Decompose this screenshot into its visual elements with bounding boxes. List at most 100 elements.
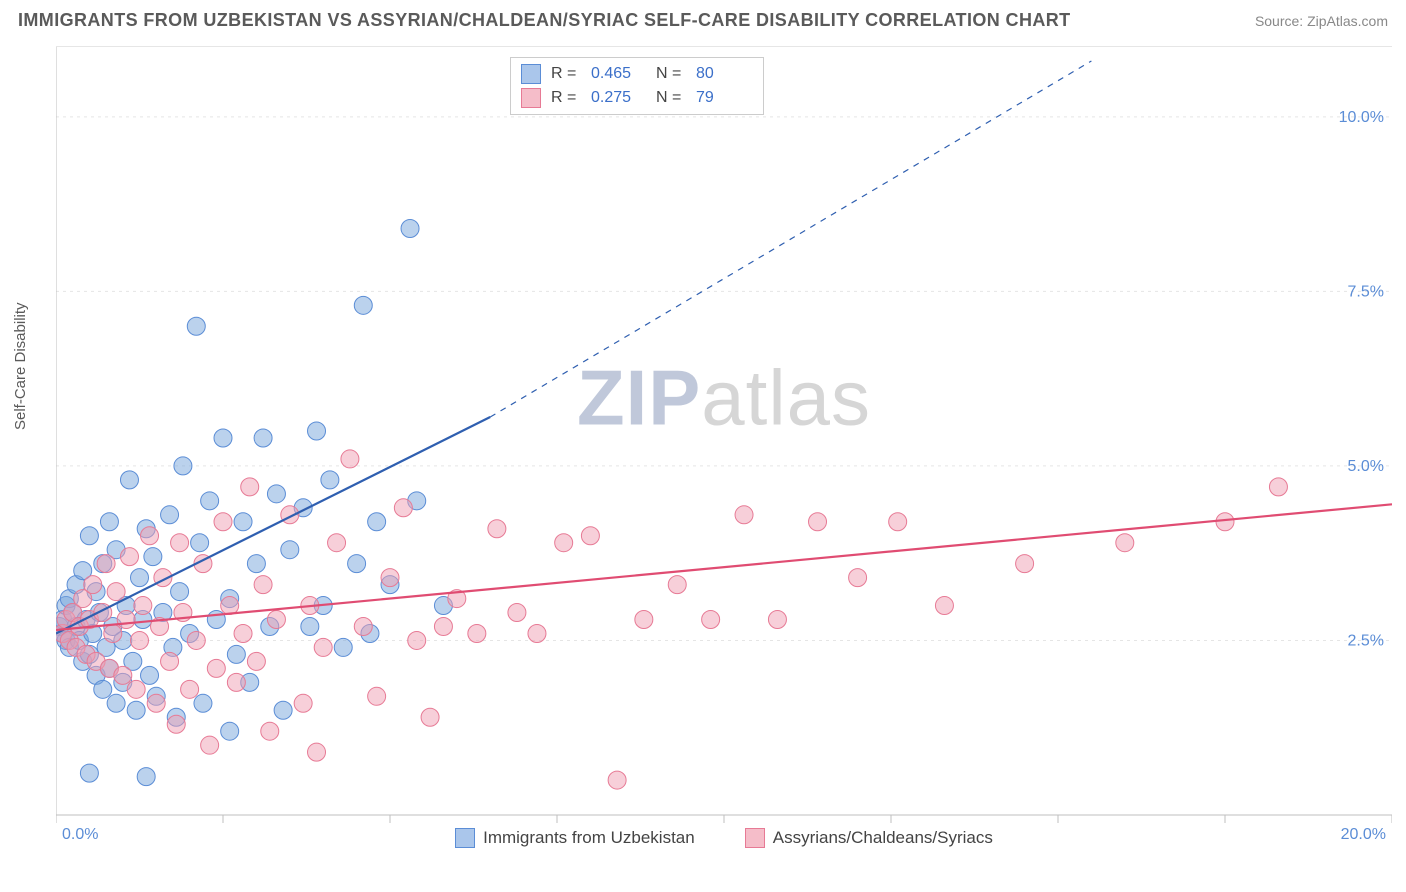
data-point <box>768 611 786 629</box>
data-point <box>221 597 239 615</box>
data-point <box>141 527 159 545</box>
data-point <box>161 506 179 524</box>
data-point <box>120 471 138 489</box>
data-point <box>227 645 245 663</box>
y-tick-label: 10.0% <box>1339 109 1384 126</box>
data-point <box>668 576 686 594</box>
data-point <box>167 715 185 733</box>
data-point <box>114 666 132 684</box>
data-point <box>348 555 366 573</box>
data-point <box>809 513 827 531</box>
source-attribution: Source: ZipAtlas.com <box>1255 13 1388 29</box>
data-point <box>394 499 412 517</box>
data-point <box>301 617 319 635</box>
data-point <box>84 576 102 594</box>
data-point <box>227 673 245 691</box>
data-point <box>334 638 352 656</box>
data-point <box>1216 513 1234 531</box>
series-legend: Immigrants from Uzbekistan Assyrians/Chal… <box>56 828 1392 848</box>
data-point <box>581 527 599 545</box>
stats-legend-row: R =0.275N =79 <box>521 86 751 110</box>
data-point <box>134 597 152 615</box>
legend-swatch <box>521 88 541 108</box>
data-point <box>131 631 149 649</box>
data-point <box>314 638 332 656</box>
legend-swatch <box>745 828 765 848</box>
data-point <box>247 555 265 573</box>
data-point <box>80 764 98 782</box>
data-point <box>144 548 162 566</box>
data-point <box>174 457 192 475</box>
data-point <box>608 771 626 789</box>
data-point <box>261 722 279 740</box>
data-point <box>247 652 265 670</box>
r-label: R = <box>551 89 581 107</box>
data-point <box>171 534 189 552</box>
data-point <box>214 429 232 447</box>
y-tick-label: 2.5% <box>1348 632 1384 649</box>
data-point <box>354 296 372 314</box>
data-point <box>100 513 118 531</box>
data-point <box>1116 534 1134 552</box>
data-point <box>321 471 339 489</box>
data-point <box>221 722 239 740</box>
data-point <box>408 631 426 649</box>
data-point <box>187 317 205 335</box>
n-value: 80 <box>696 65 751 83</box>
data-point <box>117 611 135 629</box>
data-point <box>137 768 155 786</box>
data-point <box>401 220 419 238</box>
data-point <box>294 694 312 712</box>
data-point <box>1016 555 1034 573</box>
legend-label: Assyrians/Chaldeans/Syriacs <box>773 828 993 848</box>
data-point <box>354 617 372 635</box>
data-point <box>141 666 159 684</box>
chart-title: IMMIGRANTS FROM UZBEKISTAN VS ASSYRIAN/C… <box>18 10 1071 31</box>
legend-swatch <box>455 828 475 848</box>
data-point <box>341 450 359 468</box>
data-point <box>194 694 212 712</box>
r-label: R = <box>551 65 581 83</box>
data-point <box>889 513 907 531</box>
trend-line <box>56 417 490 633</box>
data-point <box>281 541 299 559</box>
data-point <box>468 624 486 642</box>
data-point <box>80 527 98 545</box>
data-point <box>267 611 285 629</box>
data-point <box>171 583 189 601</box>
n-label: N = <box>656 65 686 83</box>
data-point <box>635 611 653 629</box>
data-point <box>735 506 753 524</box>
data-point <box>187 631 205 649</box>
legend-item: Assyrians/Chaldeans/Syriacs <box>745 828 993 848</box>
chart-area: 2.5%5.0%7.5%10.0%0.0%20.0% ZIPatlas R =0… <box>56 46 1392 844</box>
y-axis-label: Self-Care Disability <box>12 302 29 430</box>
stats-legend: R =0.465N =80R =0.275N =79 <box>510 57 764 115</box>
data-point <box>241 478 259 496</box>
data-point <box>161 652 179 670</box>
legend-label: Immigrants from Uzbekistan <box>483 828 695 848</box>
data-point <box>368 687 386 705</box>
data-point <box>97 555 115 573</box>
legend-swatch <box>521 64 541 84</box>
data-point <box>328 534 346 552</box>
y-tick-label: 7.5% <box>1348 283 1384 300</box>
data-point <box>107 583 125 601</box>
data-point <box>234 624 252 642</box>
data-point <box>147 694 165 712</box>
n-label: N = <box>656 89 686 107</box>
data-point <box>254 429 272 447</box>
data-point <box>935 597 953 615</box>
data-point <box>201 492 219 510</box>
legend-item: Immigrants from Uzbekistan <box>455 828 695 848</box>
n-value: 79 <box>696 89 751 107</box>
data-point <box>234 513 252 531</box>
data-point <box>131 569 149 587</box>
scatter-plot: 2.5%5.0%7.5%10.0%0.0%20.0% <box>56 47 1392 845</box>
data-point <box>94 680 112 698</box>
data-point <box>201 736 219 754</box>
data-point <box>107 694 125 712</box>
stats-legend-row: R =0.465N =80 <box>521 62 751 86</box>
data-point <box>191 534 209 552</box>
data-point <box>368 513 386 531</box>
